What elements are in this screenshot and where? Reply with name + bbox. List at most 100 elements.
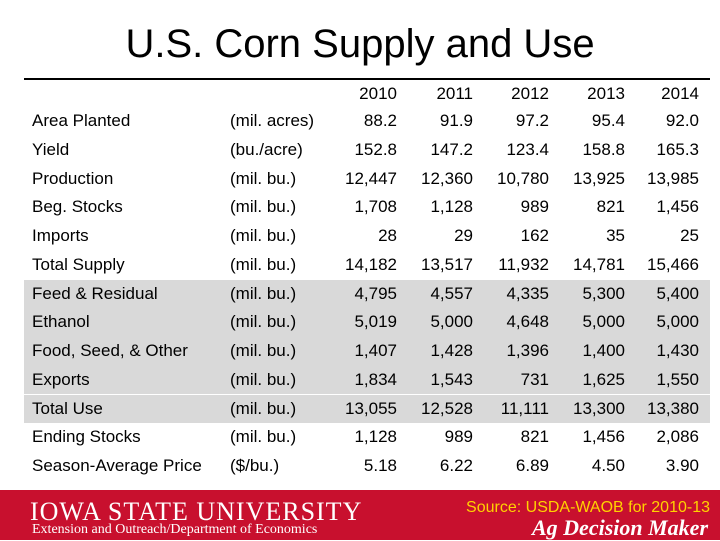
table-cell: 15,466 (647, 254, 699, 274)
table-cell: 13,380 (647, 398, 699, 418)
row-unit: (mil. bu.) (230, 398, 297, 418)
table-cell: 91.9 (439, 111, 473, 130)
table-cell: 92.0 (665, 111, 699, 130)
table-row: Production (mil. bu.) 12,447 12,360 10,780 13… (24, 165, 710, 194)
row-unit: (bu./acre) (230, 139, 303, 159)
row-unit: (mil. bu.) (230, 254, 297, 274)
table-cell: 4.50 (591, 456, 625, 475)
table-cell: 1,834 (354, 369, 397, 389)
row-unit: (mil. bu.) (230, 427, 297, 447)
table-cell: 1,400 (582, 341, 625, 360)
table-cell: 1,708 (354, 197, 397, 217)
table-cell: 95.4 (591, 111, 625, 130)
page-title: U.S. Corn Supply and Use (125, 22, 595, 66)
table-cell: 13,300 (573, 398, 625, 418)
title-rule (24, 78, 710, 80)
table-cell: 1,550 (656, 369, 699, 389)
table-cell: 1,396 (506, 341, 549, 360)
table-cell: 2,086 (656, 427, 699, 447)
table-row: Feed & Residual (mil. bu.) 4,795 4,557 4,335… (24, 279, 710, 309)
brand-logo: Ag Decision Maker (532, 515, 708, 540)
table-cell: 13,985 (647, 168, 699, 188)
table-row: Yield (bu./acre) 152.8 147.2 123.4 158.8 165.3 (24, 136, 710, 165)
footer-bar (0, 490, 720, 540)
table-cell: 1,456 (656, 197, 699, 217)
row-unit: (mil. bu.) (230, 168, 297, 188)
table-cell: 821 (520, 427, 549, 447)
table-cell: 4,557 (430, 283, 473, 303)
table-cell: 1,625 (582, 369, 625, 389)
table-cell: 3.90 (665, 456, 699, 475)
table-cell: 1,407 (354, 341, 397, 360)
table-cell: 1,456 (582, 427, 625, 447)
table-cell: 731 (520, 369, 549, 389)
table-cell: 4,795 (354, 283, 397, 303)
table-cell: 13,055 (345, 398, 397, 418)
row-label: Exports (32, 369, 90, 389)
table-cell: 14,781 (573, 254, 625, 274)
row-label: Area Planted (32, 111, 131, 130)
table-cell: 6.22 (439, 456, 473, 475)
table-cell: 29 (454, 226, 473, 245)
table-cell: 4,648 (506, 312, 549, 332)
table-cell: 13,517 (421, 254, 473, 274)
table-cell: 13,925 (573, 168, 625, 188)
table-cell: 5,000 (430, 312, 473, 332)
table-cell: 4,335 (506, 283, 549, 303)
year-header: 2011 (436, 84, 473, 103)
table-cell: 123.4 (506, 139, 549, 159)
table-cell: 1,543 (430, 369, 473, 389)
row-label: Feed & Residual (32, 283, 158, 303)
table-cell: 162 (520, 226, 549, 245)
table-row: Beg. Stocks (mil. bu.) 1,708 1,128 989 821 1,4… (24, 193, 710, 222)
row-label: Total Supply (32, 254, 125, 274)
row-label: Food, Seed, & Other (32, 341, 188, 360)
table-cell: 12,528 (421, 398, 473, 418)
table-cell: 6.89 (515, 456, 549, 475)
row-label: Production (32, 168, 114, 188)
table-cell: 5,000 (582, 312, 625, 332)
table-cell: 14,182 (345, 254, 397, 274)
row-label: Beg. Stocks (32, 197, 123, 217)
table-cell: 25 (680, 226, 699, 245)
department-text: Extension and Outreach/Department of Eco… (32, 522, 318, 537)
year-header: 2014 (661, 84, 699, 103)
table-cell: 5,300 (582, 283, 625, 303)
table-cell: 5,000 (656, 312, 699, 332)
table-row: Ethanol (mil. bu.) 5,019 5,000 4,648 5,000 5,0… (24, 308, 710, 337)
row-unit: (mil. bu.) (230, 369, 297, 389)
table-cell: 35 (606, 226, 625, 245)
row-unit: (mil. bu.) (230, 283, 297, 303)
table-row: Season-Average Price ($/bu.) 5.18 6.22 6.89 4… (24, 452, 710, 481)
row-unit: (mil. bu.) (230, 341, 297, 360)
row-label: Season-Average Price (32, 456, 202, 475)
table-cell: 1,428 (430, 341, 473, 360)
row-label: Yield (32, 139, 70, 159)
year-header: 2010 (359, 84, 397, 103)
table-cell: 158.8 (582, 139, 625, 159)
row-unit: ($/bu.) (230, 456, 280, 475)
table-cell: 5,400 (656, 283, 699, 303)
row-label: Ethanol (32, 312, 90, 332)
table-cell: 5,019 (354, 312, 397, 332)
year-header: 2013 (587, 84, 625, 103)
row-unit: (mil. bu.) (230, 312, 297, 332)
table-row: Total Supply (mil. bu.) 14,182 13,517 11,932… (24, 251, 710, 280)
table-row: Food, Seed, & Other (mil. bu.) 1,407 1,428 1… (24, 337, 710, 366)
table-cell: 28 (378, 226, 397, 245)
table-cell: 11,932 (498, 254, 549, 274)
table-cell: 11,111 (500, 398, 549, 418)
row-unit: (mil. bu.) (230, 197, 297, 217)
row-unit: (mil. acres) (230, 111, 315, 130)
university-logo: IOWA STATE UNIVERSITY (30, 497, 363, 526)
year-header-row: 2010 2011 2012 2013 2014 (0, 84, 720, 106)
table-cell: 989 (520, 197, 549, 217)
row-label: Ending Stocks (32, 427, 141, 447)
row-unit: (mil. bu.) (230, 226, 297, 245)
table-cell: 12,360 (421, 168, 473, 188)
table-row: Imports (mil. bu.) 28 29 162 35 25 (24, 222, 710, 251)
table-cell: 5.18 (363, 456, 397, 475)
table-cell: 12,447 (345, 168, 397, 188)
table-cell: 97.2 (515, 111, 549, 130)
table-cell: 1,128 (430, 197, 473, 217)
